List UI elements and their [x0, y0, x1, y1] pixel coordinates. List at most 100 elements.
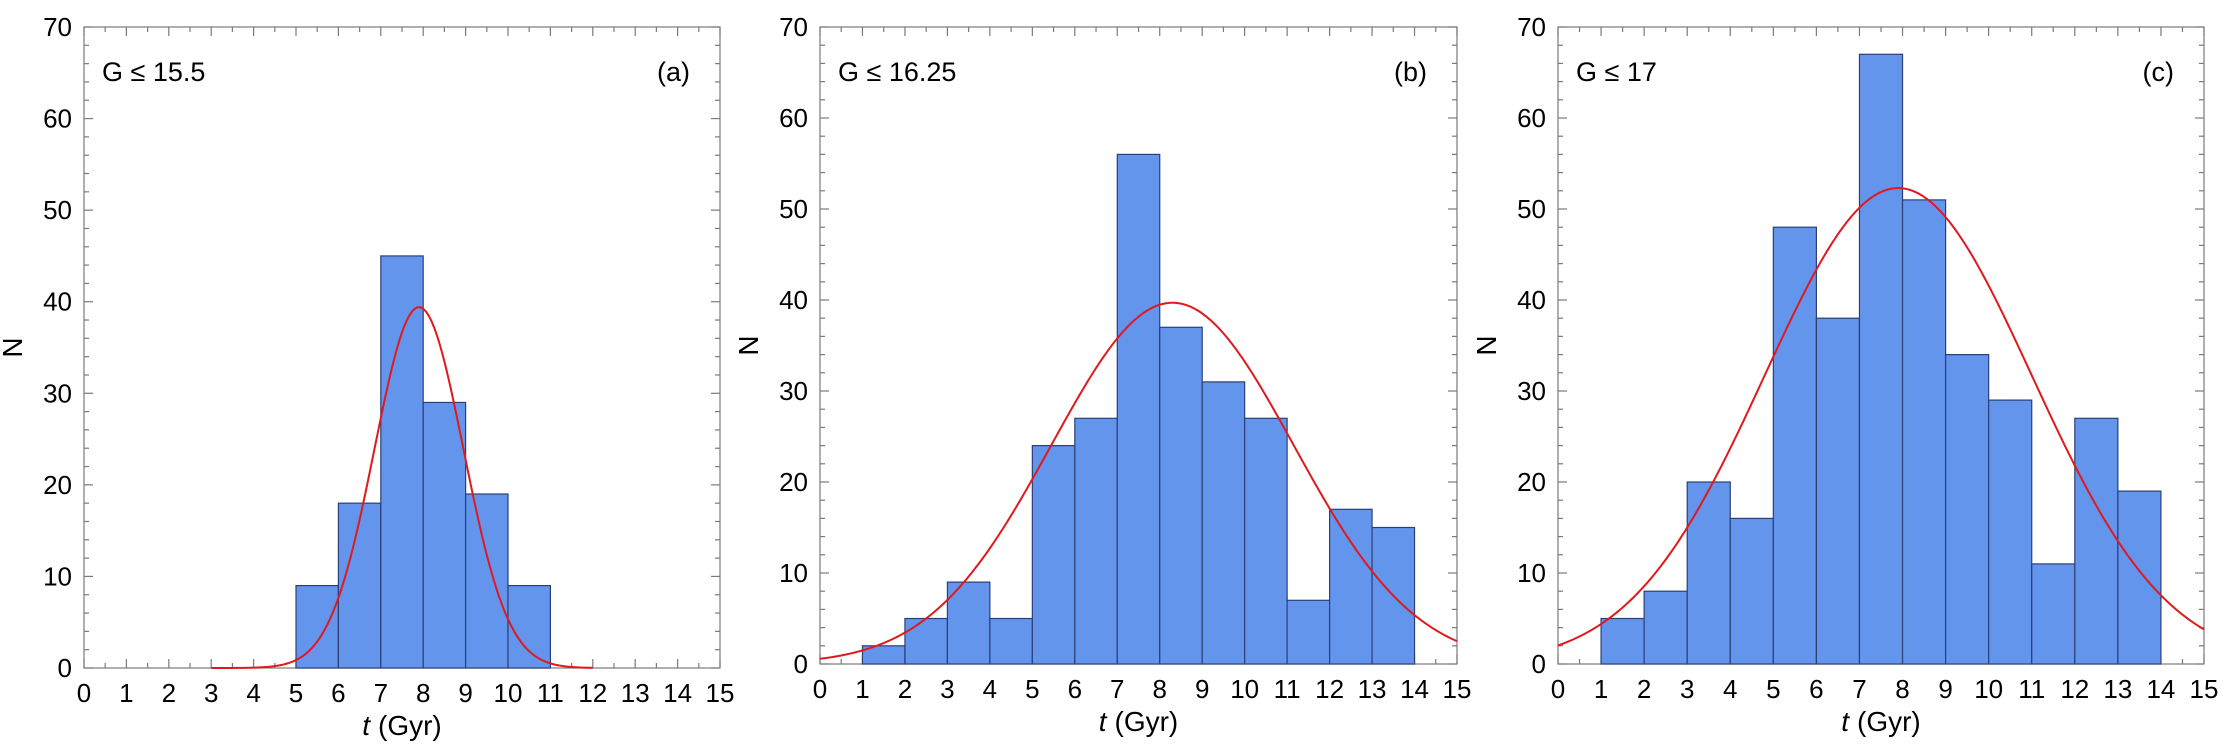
- histogram-bar: [1944, 354, 1990, 665]
- histogram-bar: [1858, 53, 1904, 665]
- x-tick-label: 11: [1274, 674, 1301, 704]
- y-tick-label: 10: [43, 561, 72, 591]
- x-axis-label: t (Gyr): [362, 710, 442, 741]
- y-tick-label: 20: [779, 467, 808, 497]
- x-tick-label: 9: [458, 678, 472, 708]
- magnitude-cut-label: G ≤ 17: [1576, 57, 1657, 87]
- x-tick-label: 4: [1723, 674, 1737, 704]
- x-axis-label-variable: t: [1841, 706, 1850, 737]
- y-tick-label: 50: [1517, 194, 1546, 224]
- histogram-bar: [1988, 399, 2033, 665]
- x-axis-label-unit: (Gyr): [1857, 706, 1921, 737]
- x-tick-label: 14: [1400, 674, 1429, 704]
- histogram-bar: [1643, 590, 1688, 665]
- x-tick-label: 13: [621, 678, 650, 708]
- x-tick-label: 1: [855, 674, 869, 704]
- x-tick-label: 10: [1974, 674, 2003, 704]
- y-tick-label: 10: [779, 558, 808, 588]
- histogram-bar: [380, 255, 424, 669]
- x-tick-label: 0: [1551, 674, 1565, 704]
- histogram-bar: [1815, 317, 1861, 665]
- y-tick-label: 50: [43, 195, 72, 225]
- histogram-bar: [295, 584, 340, 669]
- y-tick-label: 20: [1517, 467, 1546, 497]
- y-tick-label: 70: [1517, 12, 1546, 42]
- x-tick-label: 5: [289, 678, 303, 708]
- x-tick-label: 9: [1195, 674, 1209, 704]
- histogram-bar: [1116, 153, 1161, 665]
- y-axis-label: N: [733, 335, 764, 355]
- x-tick-label: 7: [374, 678, 388, 708]
- x-tick-label: 10: [494, 678, 523, 708]
- x-tick-label: 12: [578, 678, 607, 708]
- x-tick-label: 15: [2190, 674, 2219, 704]
- x-tick-label: 15: [706, 678, 735, 708]
- y-tick-label: 70: [779, 12, 808, 42]
- x-axis-label-unit: (Gyr): [378, 710, 442, 741]
- y-tick-label: 30: [779, 376, 808, 406]
- y-tick-label: 30: [43, 378, 72, 408]
- x-tick-label: 6: [331, 678, 345, 708]
- histogram-bar: [1286, 599, 1331, 665]
- x-axis-label: t (Gyr): [1099, 706, 1179, 737]
- y-tick-label: 60: [1517, 103, 1546, 133]
- x-tick-label: 3: [204, 678, 218, 708]
- x-tick-label: 13: [2103, 674, 2132, 704]
- y-tick-label: 40: [779, 285, 808, 315]
- histogram-bar: [989, 617, 1033, 665]
- x-tick-label: 2: [898, 674, 912, 704]
- y-tick-label: 0: [1532, 649, 1546, 679]
- x-tick-label: 4: [983, 674, 997, 704]
- x-tick-label: 1: [1594, 674, 1608, 704]
- x-tick-label: 6: [1068, 674, 1082, 704]
- histogram-bar: [904, 617, 949, 665]
- y-tick-label: 30: [1517, 376, 1546, 406]
- histogram-bar: [1031, 445, 1076, 665]
- histogram-bar: [1729, 517, 1774, 665]
- x-tick-label: 12: [2060, 674, 2089, 704]
- histogram-bar: [1201, 381, 1246, 665]
- y-tick-label: 60: [43, 104, 72, 134]
- x-tick-label: 13: [1358, 674, 1387, 704]
- x-tick-label: 4: [246, 678, 260, 708]
- x-tick-label: 12: [1315, 674, 1344, 704]
- x-tick-label: 9: [1938, 674, 1952, 704]
- y-axis-label: N: [0, 337, 28, 357]
- x-tick-label: 11: [537, 678, 564, 708]
- y-tick-label: 50: [779, 194, 808, 224]
- histogram-bar: [2031, 563, 2076, 665]
- x-tick-label: 14: [2146, 674, 2175, 704]
- x-tick-label: 2: [162, 678, 176, 708]
- gaussian-fit-curve: [1557, 187, 2205, 647]
- histogram-bar: [422, 401, 467, 669]
- x-tick-label: 10: [1230, 674, 1259, 704]
- x-tick-label: 15: [1443, 674, 1472, 704]
- x-tick-label: 0: [77, 678, 91, 708]
- histogram-bar: [1244, 417, 1288, 665]
- x-tick-label: 8: [416, 678, 430, 708]
- x-tick-label: 3: [940, 674, 954, 704]
- x-tick-label: 5: [1025, 674, 1039, 704]
- y-tick-label: 60: [779, 103, 808, 133]
- y-tick-label: 70: [43, 12, 72, 42]
- y-axis-label: N: [1471, 335, 1502, 355]
- gaussian-fit-curve: [819, 301, 1458, 660]
- histogram-bar: [1686, 481, 1731, 665]
- histogram-bar: [1901, 199, 1947, 665]
- histogram-bar: [2117, 490, 2162, 665]
- x-tick-label: 7: [1852, 674, 1866, 704]
- panel-label: (c): [2143, 57, 2174, 87]
- x-tick-label: 3: [1680, 674, 1694, 704]
- y-tick-label: 40: [43, 287, 72, 317]
- x-tick-label: 14: [663, 678, 692, 708]
- histogram-bar: [1600, 617, 1645, 665]
- y-tick-label: 10: [1517, 558, 1546, 588]
- histogram-bar: [465, 493, 509, 669]
- y-tick-label: 0: [58, 653, 72, 683]
- y-tick-label: 0: [794, 649, 808, 679]
- x-tick-label: 1: [119, 678, 133, 708]
- x-axis-label-variable: t: [1099, 706, 1108, 737]
